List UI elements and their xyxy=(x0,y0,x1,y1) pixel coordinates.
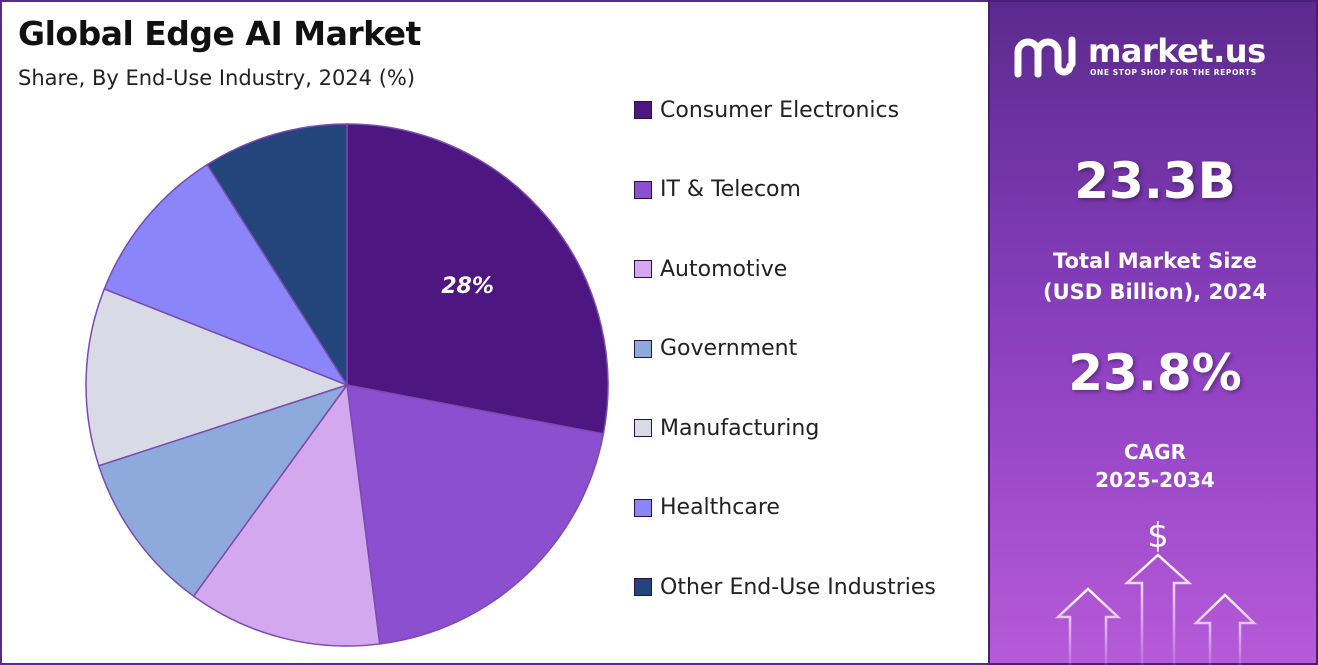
stats-panel: market.us ONE STOP SHOP FOR THE REPORTS … xyxy=(988,0,1318,665)
legend-item[interactable]: Government xyxy=(634,335,797,363)
legend-item[interactable]: Consumer Electronics xyxy=(634,96,899,124)
pie-slice-other-end-use-industries[interactable] xyxy=(206,123,348,388)
cagr-value: 23.8% xyxy=(1068,344,1242,402)
chart-title: Global Edge AI Market xyxy=(18,14,421,53)
pie-chart: 28% xyxy=(85,123,609,647)
dollar-growth-arrows-icon: $ xyxy=(1054,516,1258,665)
pie-slice-it-telecom[interactable] xyxy=(346,384,605,645)
legend-swatch xyxy=(634,339,652,358)
legend-label: IT & Telecom xyxy=(660,177,801,202)
pie-slice-government[interactable] xyxy=(97,383,349,598)
legend-swatch xyxy=(634,498,652,517)
svg-text:$: $ xyxy=(1147,516,1169,556)
legend-label: Healthcare xyxy=(660,495,780,520)
pie-slice-consumer-electronics[interactable] xyxy=(346,123,609,435)
market-size-value: 23.3B xyxy=(1074,152,1236,210)
pie-slice-manufacturing[interactable] xyxy=(85,287,350,467)
legend-label: Manufacturing xyxy=(660,415,820,441)
chart-subtitle: Share, By End-Use Industry, 2024 (%) xyxy=(18,66,416,90)
market-size-label-line1: Total Market Size xyxy=(1053,249,1257,273)
brand[interactable]: market.us ONE STOP SHOP FOR THE REPORTS xyxy=(1014,32,1304,82)
legend-item[interactable]: Healthcare xyxy=(634,494,780,522)
legend-item[interactable]: Manufacturing xyxy=(634,414,819,442)
legend-item[interactable]: Automotive xyxy=(634,255,787,283)
legend-item[interactable]: IT & Telecom xyxy=(634,176,801,204)
brand-name: market.us xyxy=(1088,32,1266,70)
legend-swatch xyxy=(634,180,652,199)
legend-swatch xyxy=(634,260,652,278)
market-us-logo-icon xyxy=(1014,36,1076,78)
legend-swatch xyxy=(634,101,652,119)
cagr-label-line2: 2025-2034 xyxy=(1095,468,1215,492)
legend-label: Government xyxy=(660,336,798,361)
pie-slice-automotive[interactable] xyxy=(192,383,381,647)
legend-swatch xyxy=(634,578,652,596)
brand-tagline: ONE STOP SHOP FOR THE REPORTS xyxy=(1090,68,1257,77)
legend-label: Automotive xyxy=(660,256,788,282)
pie-slice-healthcare[interactable] xyxy=(103,163,349,387)
legend-item[interactable]: Other End-Use Industries xyxy=(634,573,936,601)
pie-data-label: 28% xyxy=(441,274,494,299)
legend-label: Other End-Use Industries xyxy=(660,574,936,600)
legend-swatch xyxy=(634,419,652,437)
market-size-label-line2: (USD Billion), 2024 xyxy=(1042,280,1268,304)
cagr-label-line1: CAGR xyxy=(1124,440,1186,464)
legend-label: Consumer Electronics xyxy=(660,97,900,123)
